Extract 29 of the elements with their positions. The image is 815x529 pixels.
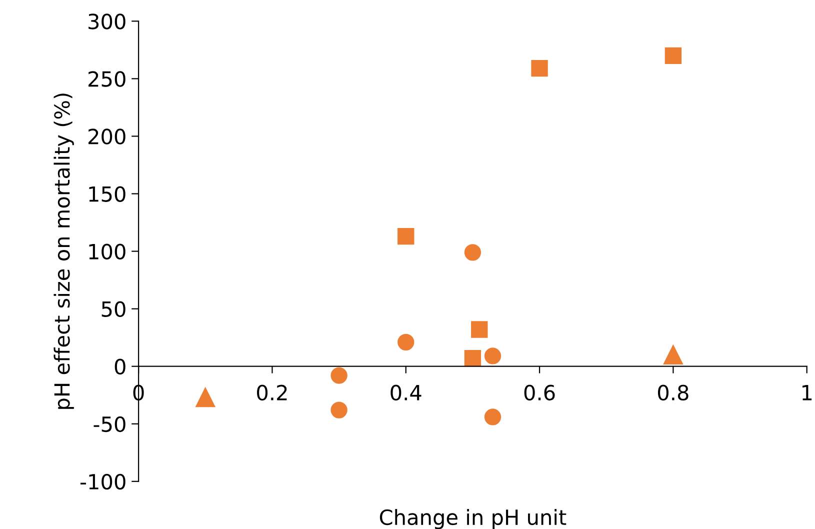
point xyxy=(464,244,482,261)
point xyxy=(484,408,502,426)
x-tick-label: 0.2 xyxy=(257,384,287,401)
y-tick-label: 200 xyxy=(88,128,126,144)
y-tick-label: 0 xyxy=(114,358,126,375)
point xyxy=(398,334,414,351)
y-tick-label: 300 xyxy=(88,14,126,30)
point xyxy=(664,47,682,64)
y-tick-label: 150 xyxy=(89,186,126,202)
point xyxy=(330,402,348,418)
x-tick-label: 0.8 xyxy=(658,384,688,401)
x-axis-title: Change in pH unit xyxy=(380,509,566,529)
point xyxy=(398,228,414,245)
point xyxy=(196,388,216,408)
point xyxy=(471,321,488,338)
point xyxy=(330,367,348,384)
y-tick-label: 250 xyxy=(88,71,126,87)
y-tick-label: -100 xyxy=(80,474,126,490)
point xyxy=(663,345,683,365)
y-tick-label: 50 xyxy=(102,301,126,318)
y-tick-label: 100 xyxy=(89,244,126,260)
x-tick-label: 1 xyxy=(802,385,812,400)
y-tick-label: -50 xyxy=(94,416,126,432)
point xyxy=(531,60,548,77)
x-tick-label: 0.6 xyxy=(524,384,555,401)
x-tick-label: 0.4 xyxy=(390,384,422,401)
y-axis-title: pH effect size on mortality (%) xyxy=(54,94,74,409)
point xyxy=(464,350,482,367)
point xyxy=(484,348,502,364)
